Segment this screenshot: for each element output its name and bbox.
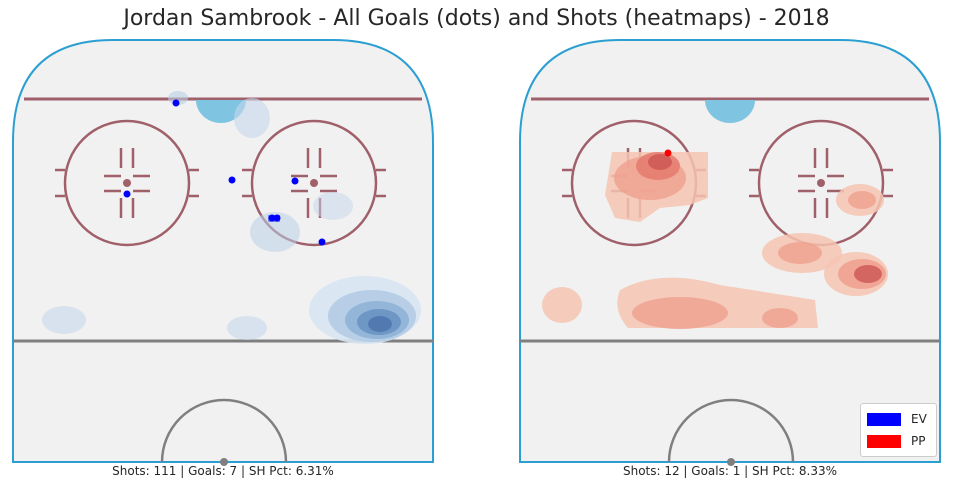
legend-swatch-ev bbox=[867, 412, 901, 426]
rink-ev-faceoff-dot-left bbox=[123, 179, 131, 187]
goal-dot-ev bbox=[123, 190, 131, 198]
heat-pp-blob bbox=[542, 287, 582, 323]
rink-pp bbox=[519, 39, 941, 466]
goal-dot-ev bbox=[172, 99, 180, 107]
legend-label-pp: PP bbox=[911, 434, 926, 448]
goal-dot-ev bbox=[318, 238, 326, 246]
heat-pp-blob bbox=[848, 191, 876, 209]
heat-ev-blob bbox=[250, 212, 300, 252]
heatmap-ev bbox=[42, 91, 421, 344]
panel-caption-ev: Shots: 111 | Goals: 7 | SH Pct: 6.31% bbox=[112, 464, 334, 478]
rink-ev-faceoff-dot-right bbox=[310, 179, 318, 187]
rink-pp-center-circle bbox=[667, 398, 795, 463]
goal-dot-ev bbox=[228, 176, 236, 184]
rink-pp-center-dot bbox=[727, 458, 735, 466]
legend-item-ev: EV bbox=[867, 411, 927, 427]
goal-dot-ev bbox=[273, 214, 281, 222]
goal-dots-pp bbox=[664, 149, 672, 157]
legend: EV PP bbox=[860, 403, 937, 457]
rink-ev-center-dot bbox=[220, 458, 228, 466]
rink-ev-center-circle bbox=[160, 398, 288, 463]
goal-dot-ev bbox=[291, 177, 299, 185]
heat-ev-blob bbox=[42, 306, 86, 334]
heat-ev-blob bbox=[313, 192, 353, 220]
rink-ev-faceoff-right bbox=[242, 119, 386, 247]
heat-pp-blob bbox=[854, 265, 882, 283]
rink-pp-faceoff-dot-right bbox=[817, 179, 825, 187]
heat-pp-blob bbox=[632, 297, 728, 329]
heat-pp-blob bbox=[762, 308, 798, 328]
rink-ev-crease bbox=[196, 100, 246, 123]
heatmap-pp bbox=[542, 152, 888, 329]
goal-dot-pp bbox=[664, 149, 672, 157]
heat-pp-blob bbox=[778, 242, 822, 264]
heat-ev-blob bbox=[227, 316, 267, 340]
rink-ev-surface bbox=[12, 39, 434, 463]
panel-caption-pp: Shots: 12 | Goals: 1 | SH Pct: 8.33% bbox=[622, 464, 838, 478]
rink-pp-crease bbox=[705, 100, 755, 123]
heat-ev-blob bbox=[234, 98, 270, 138]
goal-dot-ev bbox=[268, 214, 276, 222]
goal-dots-ev bbox=[123, 99, 326, 246]
heat-ev-blob bbox=[368, 316, 392, 332]
legend-item-pp: PP bbox=[867, 433, 925, 449]
rink-pp-surface bbox=[519, 39, 941, 463]
heat-pp-blob bbox=[648, 154, 672, 170]
legend-label-ev: EV bbox=[911, 412, 927, 426]
rink-ev-faceoff-left bbox=[55, 119, 199, 247]
legend-swatch-pp bbox=[867, 434, 901, 448]
rink-ev bbox=[12, 39, 434, 466]
chart-title: Jordan Sambrook - All Goals (dots) and S… bbox=[123, 6, 830, 31]
